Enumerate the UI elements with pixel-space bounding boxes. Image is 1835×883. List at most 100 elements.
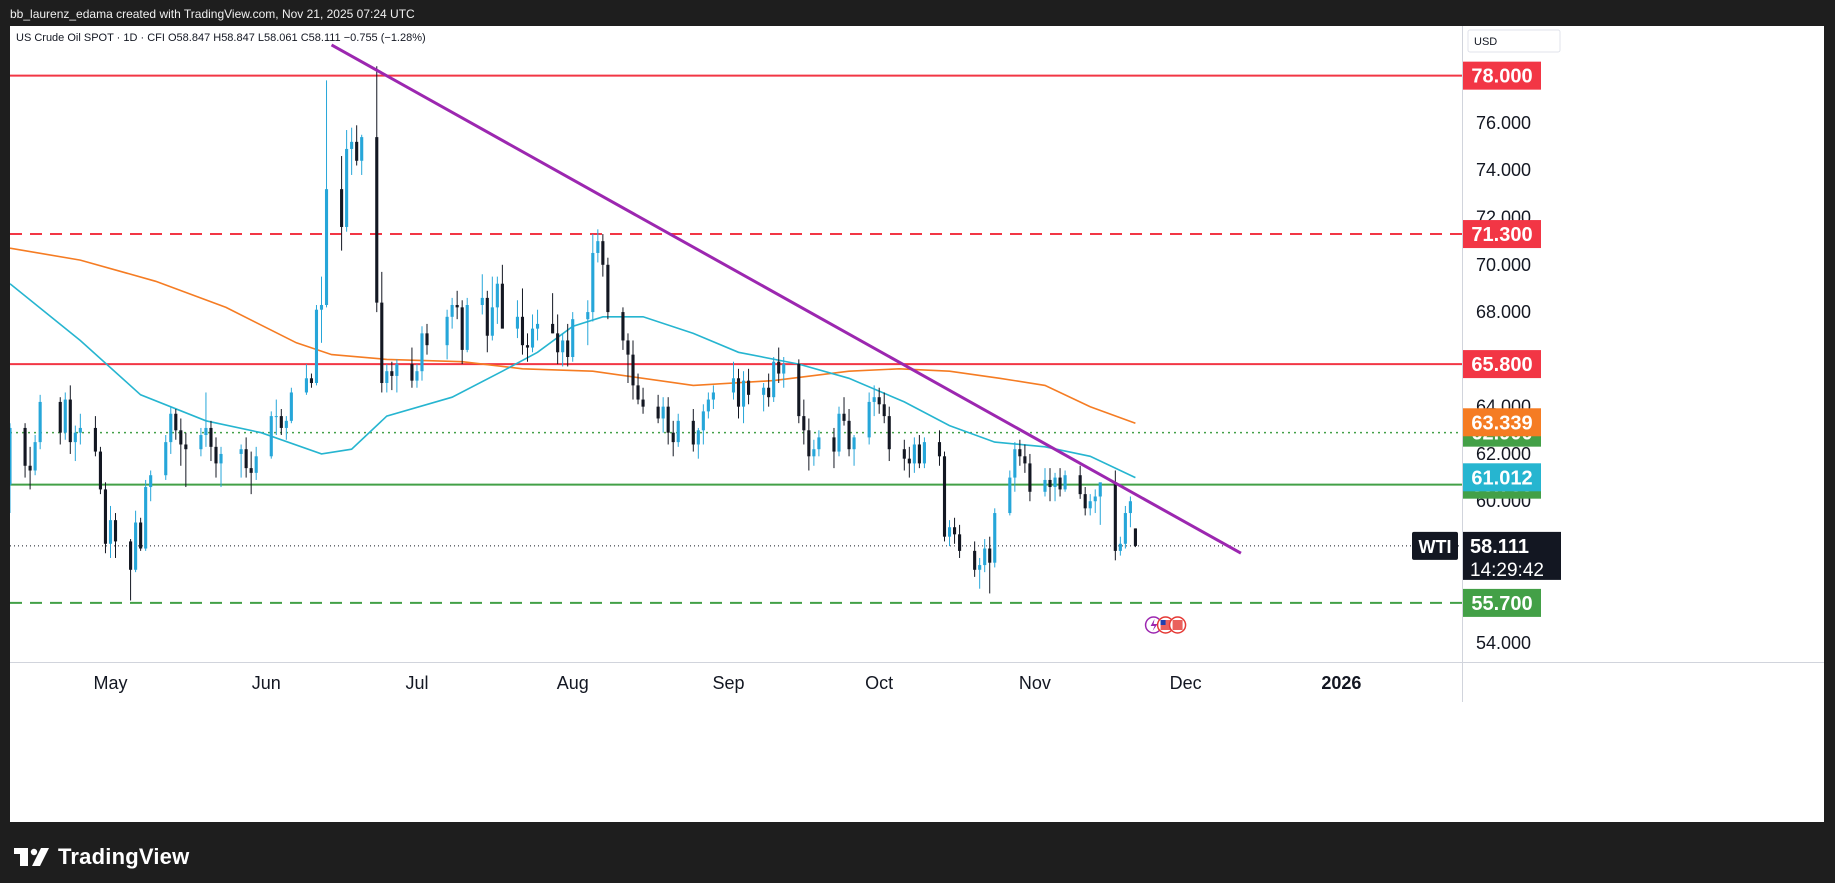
- candle: [10, 423, 12, 514]
- ma-badge-text: 61.012: [1471, 467, 1532, 489]
- currency-selector[interactable]: USD: [1467, 29, 1561, 53]
- candle-body: [551, 323, 555, 334]
- candle: [304, 364, 308, 395]
- candle-body: [696, 430, 700, 445]
- candle: [601, 234, 605, 277]
- candle: [676, 413, 680, 447]
- candle: [696, 427, 700, 459]
- candle-body: [1043, 479, 1047, 492]
- candle-body: [445, 316, 449, 346]
- time-tick-label: Oct: [865, 673, 893, 693]
- chart-credit: bb_laurenz_edama created with TradingVie…: [10, 7, 415, 21]
- candle: [360, 134, 364, 175]
- candle: [912, 437, 916, 473]
- candle: [1128, 496, 1132, 528]
- candle: [741, 371, 746, 424]
- candle-body: [103, 489, 108, 544]
- candle: [767, 373, 771, 407]
- candle: [33, 435, 37, 476]
- candle-body: [676, 420, 680, 443]
- candle: [978, 557, 982, 589]
- candle-body: [304, 378, 308, 393]
- candle-body: [917, 444, 921, 464]
- candle: [525, 333, 530, 362]
- candle: [244, 437, 248, 478]
- candle-body: [113, 520, 118, 542]
- candle: [852, 435, 856, 466]
- candle: [355, 125, 359, 166]
- candle-body: [390, 371, 394, 376]
- candle: [782, 357, 786, 388]
- candle: [1123, 505, 1127, 549]
- candle: [983, 539, 987, 573]
- candle: [490, 276, 494, 341]
- candle-body: [812, 449, 816, 457]
- candle: [1048, 468, 1052, 502]
- candle-body: [68, 399, 72, 443]
- candle-body: [817, 437, 821, 450]
- candle: [1078, 465, 1082, 499]
- candle: [129, 539, 133, 601]
- level-badge-text: 65.800: [1471, 354, 1532, 376]
- candle: [1098, 482, 1102, 525]
- candle-body: [1023, 456, 1027, 464]
- candle: [93, 416, 97, 457]
- candle: [867, 392, 871, 445]
- candle: [219, 446, 223, 488]
- candle: [586, 300, 590, 346]
- candle-body: [1098, 482, 1102, 497]
- candle: [1018, 439, 1022, 466]
- candle: [98, 446, 102, 495]
- currency-box: [1467, 29, 1561, 53]
- candle: [269, 411, 273, 459]
- price-tick-label: 70.000: [1476, 255, 1531, 275]
- candle: [149, 470, 153, 502]
- candle-body: [425, 333, 429, 346]
- level-badge-text: 78.000: [1471, 66, 1532, 88]
- lightning-bolt: [1150, 619, 1158, 631]
- candle: [942, 451, 947, 542]
- candle: [480, 274, 484, 315]
- candle-body: [239, 449, 243, 454]
- candle-body: [1113, 482, 1117, 551]
- candle-body: [983, 548, 987, 566]
- level-badge-bg: [1463, 220, 1541, 249]
- chart-frame[interactable]: US Crude Oil SPOT · 1D · CFI O58.847 H58…: [10, 26, 1824, 822]
- candle-body: [736, 378, 741, 407]
- candle-body: [767, 387, 771, 398]
- candle-body: [460, 307, 464, 350]
- candle-body: [134, 522, 138, 570]
- candle: [390, 361, 394, 391]
- candle: [68, 385, 72, 454]
- candle-body: [289, 392, 293, 421]
- plot-area: [10, 43, 1462, 634]
- price-chart[interactable]: US Crude Oil SPOT · 1D · CFI O58.847 H58…: [10, 26, 1824, 822]
- candle-body: [63, 399, 67, 433]
- candle: [902, 439, 906, 471]
- candle: [777, 347, 781, 384]
- candle: [907, 446, 911, 478]
- candle: [108, 505, 113, 558]
- candle-body: [355, 141, 359, 161]
- candle: [73, 425, 77, 462]
- candle-body: [691, 420, 695, 445]
- candle: [1028, 453, 1032, 502]
- candle: [1023, 444, 1027, 473]
- candle: [319, 276, 324, 343]
- candle: [134, 510, 138, 573]
- candle-body: [1063, 475, 1067, 490]
- candle-body: [319, 304, 324, 310]
- candle: [666, 397, 670, 445]
- candle: [1053, 472, 1057, 502]
- candle: [797, 359, 801, 424]
- candle-body: [1083, 494, 1087, 509]
- candle: [1008, 470, 1012, 516]
- candle-body: [621, 312, 625, 341]
- candle-body: [360, 137, 364, 161]
- tradingview-brand[interactable]: TradingView: [14, 844, 189, 870]
- candle-body: [500, 283, 504, 329]
- current-price-bg: [1463, 531, 1561, 580]
- candle: [425, 323, 429, 355]
- time-tick-label: Aug: [557, 673, 589, 693]
- candle: [606, 257, 610, 320]
